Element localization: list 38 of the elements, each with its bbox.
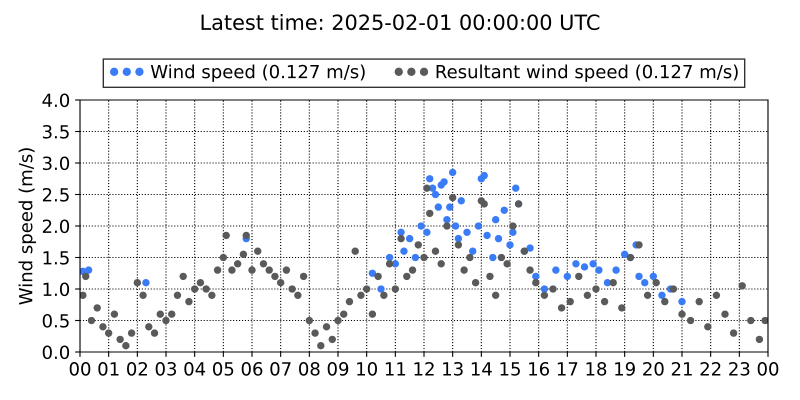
legend-label: Wind speed (0.127 m/s) (150, 64, 365, 82)
x-tick-label: 12 (414, 362, 434, 376)
x-tick-label: 15 (500, 362, 520, 376)
y-tick-label: 0.0 (42, 345, 70, 360)
x-tick-label: 23 (729, 362, 750, 376)
y-tick-label: 4.0 (42, 93, 70, 108)
y-tick-label: 1.0 (44, 282, 70, 296)
x-tick-label: 20 (643, 362, 664, 376)
y-tick-label: 2.5 (42, 188, 69, 202)
x-tick-label: 01 (98, 362, 118, 376)
x-tick-label: 03 (156, 362, 176, 376)
x-tick-label: 02 (127, 362, 148, 376)
x-tick-label: 16 (529, 362, 550, 376)
y-tick-label: 2.0 (42, 219, 70, 234)
chart-title: Latest time: 2025-02-01 00:00:00 UTC (202, 14, 600, 30)
x-tick-label: 18 (586, 362, 606, 376)
y-tick-label: 1.5 (44, 251, 69, 265)
x-tick-label: 00 (70, 362, 90, 376)
x-tick-label: 04 (184, 362, 206, 376)
x-tick-label: 07 (270, 362, 291, 376)
y-tick-label: 0.5 (42, 314, 69, 328)
x-tick-label: 13 (443, 362, 463, 376)
x-tick-label: 11 (386, 362, 406, 376)
x-tick-label: 00 (758, 362, 778, 376)
y-axis-title: Wind speed (m/s) (18, 148, 36, 305)
x-tick-label: 10 (357, 362, 377, 376)
x-tick-label: 05 (213, 362, 234, 376)
x-tick-label: 09 (328, 362, 348, 376)
x-tick-label: 14 (472, 362, 492, 376)
legend-label: Resultant wind speed (0.127 m/s) (436, 64, 738, 82)
x-tick-label: 08 (299, 362, 320, 376)
y-tick-label: 3.5 (42, 124, 69, 139)
x-tick-label: 22 (700, 362, 720, 376)
x-tick-label: 19 (615, 362, 635, 376)
y-tick-label: 3.0 (42, 156, 70, 170)
x-tick-label: 17 (558, 362, 578, 376)
x-tick-label: 06 (242, 362, 262, 376)
x-tick-label: 21 (672, 362, 692, 376)
